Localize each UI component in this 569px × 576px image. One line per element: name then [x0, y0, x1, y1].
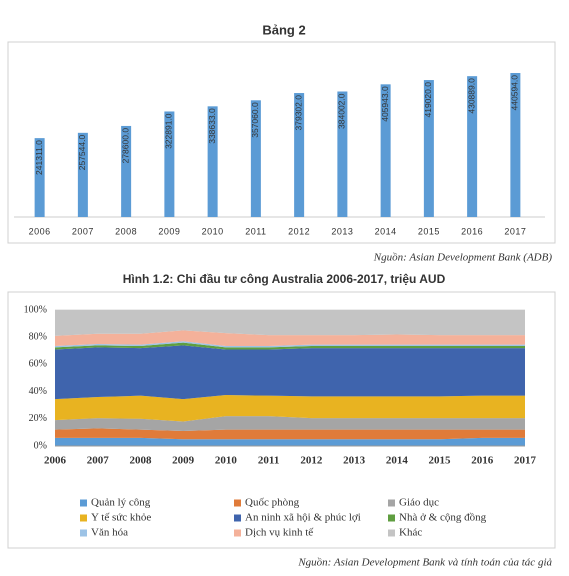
x-tick-label: 2009: [172, 455, 195, 467]
y-tick-label: 100%: [24, 304, 47, 315]
x-tick-label: 2014: [386, 455, 409, 467]
value-label: 419020.0: [423, 82, 433, 118]
y-tick-label: 60%: [29, 359, 47, 370]
legend-swatch: [234, 514, 241, 522]
x-tick-label: 2007: [72, 226, 94, 236]
value-label: 379302.0: [293, 95, 303, 131]
area: [55, 342, 525, 350]
area-chart-frame: [7, 291, 556, 549]
y-tick-label: 20%: [29, 413, 47, 424]
x-tick-label: 2017: [504, 226, 526, 236]
x-tick-label: 2008: [129, 455, 152, 467]
bar: [164, 111, 175, 217]
bar: [121, 125, 132, 217]
legend-label: Quốc phòng: [245, 497, 300, 509]
x-tick-label: 2009: [158, 226, 180, 236]
legend-swatch: [80, 514, 87, 522]
x-tick-label: 2016: [461, 226, 483, 236]
bar: [294, 93, 305, 217]
legend-label: Văn hóa: [91, 527, 128, 539]
bar: [250, 100, 261, 217]
x-tick-label: 2006: [44, 455, 67, 467]
legend-swatch: [388, 514, 395, 522]
legend-swatch: [80, 499, 87, 507]
legend-swatch: [388, 529, 395, 537]
area: [55, 341, 525, 348]
value-label: 357060.0: [250, 102, 260, 138]
value-label: 440594.0: [510, 75, 520, 111]
legend-label: An ninh xã hội & phúc lợi: [245, 512, 361, 524]
bar: [207, 106, 218, 217]
value-label: 278600.0: [120, 128, 130, 164]
value-label: 241311.0: [34, 140, 44, 175]
table-title: Bảng 2: [262, 22, 305, 37]
bar: [510, 73, 521, 217]
x-tick-label: 2012: [300, 455, 323, 467]
x-tick-label: 2014: [375, 226, 397, 236]
bar: [467, 76, 478, 217]
x-tick-label: 2011: [245, 226, 266, 236]
bar: [337, 91, 348, 217]
area: [55, 330, 525, 347]
x-tick-label: 2010: [215, 455, 238, 467]
bar: [34, 138, 45, 217]
legend-label: Giáo dục: [399, 497, 439, 509]
legend-label: Y tế sức khỏe: [91, 512, 151, 524]
x-tick-label: 2012: [288, 226, 310, 236]
legend-swatch: [80, 529, 87, 537]
x-tick-label: 2010: [202, 226, 224, 236]
x-tick-label: 2015: [429, 455, 452, 467]
legend-swatch: [388, 499, 395, 507]
y-tick-label: 0%: [34, 440, 47, 451]
legend-label: Khác: [399, 527, 422, 539]
area: [55, 310, 525, 336]
value-label: 257544.0: [77, 135, 87, 171]
x-tick-label: 2011: [258, 455, 279, 467]
legend-swatch: [234, 529, 241, 537]
value-label: 405943.0: [380, 86, 390, 122]
bar-source: Nguồn: Asian Development Bank (ADB): [373, 252, 553, 264]
x-tick-label: 2006: [29, 226, 51, 236]
area: [55, 428, 525, 440]
value-label: 430889.0: [466, 78, 476, 114]
x-tick-label: 2013: [331, 226, 353, 236]
bar: [77, 132, 88, 217]
bar-chart-frame: [7, 41, 556, 244]
area-source: Nguồn: Asian Development Bank và tính to…: [297, 557, 552, 569]
area: [55, 437, 525, 446]
legend-label: Quản lý công: [91, 497, 151, 509]
x-tick-label: 2017: [514, 455, 537, 467]
x-tick-label: 2013: [343, 455, 366, 467]
value-label: 338633.0: [207, 108, 217, 144]
figure-title: Hình 1.2: Chi đầu tư công Australia 2006…: [123, 272, 446, 286]
y-tick-label: 80%: [29, 331, 47, 342]
area: [55, 395, 525, 422]
x-tick-label: 2016: [471, 455, 494, 467]
value-label: 384002.0: [337, 93, 347, 129]
legend-label: Dịch vụ kinh tế: [245, 527, 314, 539]
x-tick-label: 2008: [115, 226, 137, 236]
area: [55, 345, 525, 400]
legend-label: Nhà ở & cộng đồng: [399, 512, 487, 524]
x-tick-label: 2007: [87, 455, 110, 467]
value-label: 322891.0: [164, 113, 174, 149]
x-tick-label: 2015: [418, 226, 440, 236]
bar: [380, 84, 391, 217]
y-tick-label: 40%: [29, 386, 47, 397]
bar: [423, 80, 434, 218]
area: [55, 416, 525, 432]
legend-swatch: [234, 499, 241, 507]
